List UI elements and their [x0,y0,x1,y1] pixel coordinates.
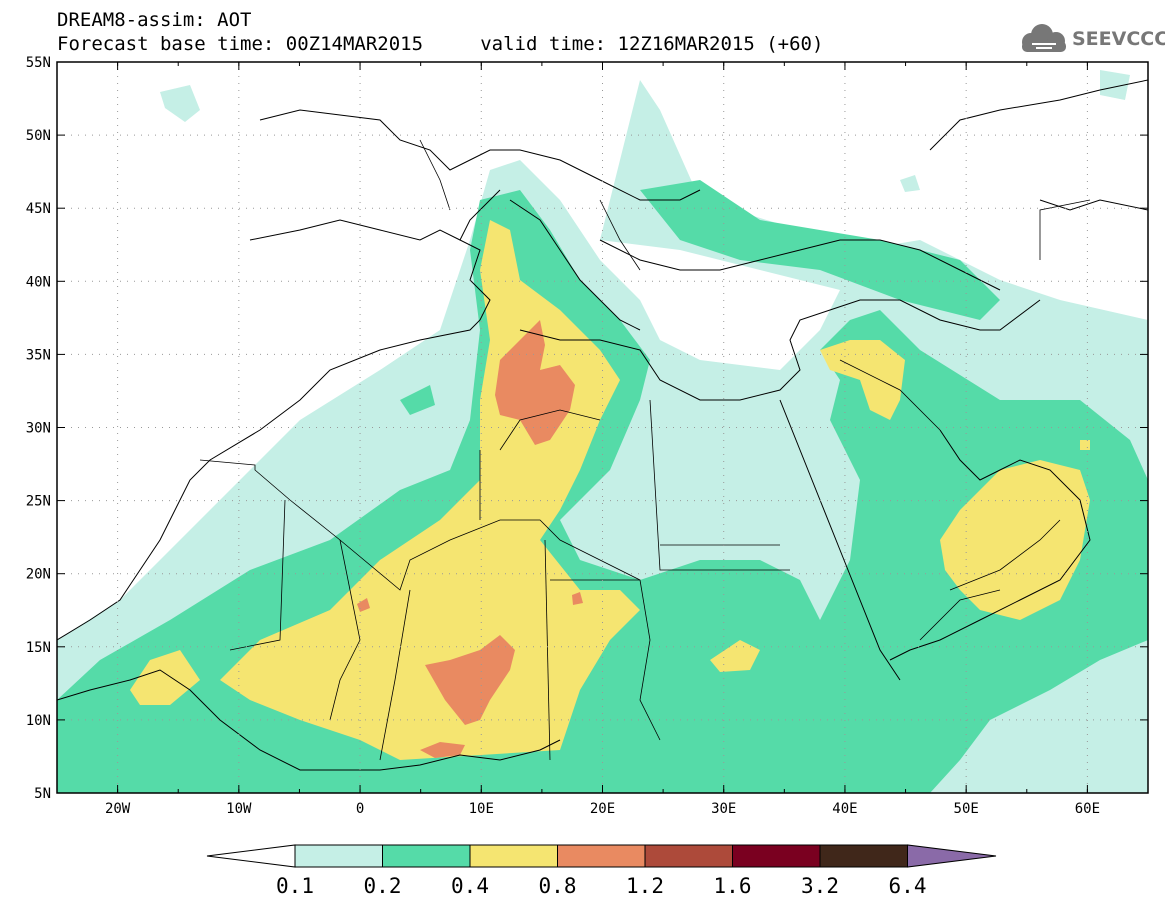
colorbar-swatch [294,844,383,868]
longitude-labels: 20W 10W 0 10E 20E 30E 40E 50E 60E [105,801,1100,817]
latitude-labels: 55N 50N 45N 40N 35N 30N 25N 20N 15N 10N 5N [26,55,51,802]
map-title: DREAM8-assim: AOT [57,9,252,31]
aot-shading [57,70,1148,793]
lon-label: 10E [469,801,494,817]
map-subtitle: Forecast base time: 00Z14MAR2015 valid t… [57,33,824,55]
colorbar-swatch [732,844,821,868]
lon-label: 20W [105,801,131,817]
lat-label: 10N [26,713,51,729]
lon-label: 50E [954,801,979,817]
lat-label: 55N [26,55,51,71]
colorbar-label: 0.2 [364,874,402,898]
colorbar-swatch [644,844,733,868]
lat-label: 40N [26,274,51,290]
colorbar-swatch [819,844,908,868]
coastlines [57,79,1148,771]
colorbar-swatch [557,844,646,868]
lat-label: 5N [34,786,51,802]
cloud-logo-icon [1022,24,1066,52]
lon-label: 30E [711,801,736,817]
colorbar-label: 3.2 [801,874,839,898]
colorbar-label: 1.2 [626,874,664,898]
colorbar-right-arrow [907,844,997,868]
lon-label: 20E [590,801,615,817]
lon-label: 60E [1075,801,1100,817]
colorbar-label: 6.4 [889,874,927,898]
lat-label: 20N [26,567,51,583]
lat-label: 45N [26,201,51,217]
lat-label: 15N [26,640,51,656]
lat-label: 50N [26,128,51,144]
lat-label: 30N [26,421,51,437]
colorbar-left-arrow [206,844,296,868]
logo-text: SEEVCCC [1072,28,1165,50]
colorbar [206,844,997,868]
lat-label: 25N [26,494,51,510]
colorbar-label: 0.4 [451,874,489,898]
colorbar-swatch [469,844,558,868]
colorbar-label: 0.1 [276,874,314,898]
colorbar-swatch [382,844,471,868]
colorbar-label: 0.8 [539,874,577,898]
graticule [57,62,1148,793]
colorbar-label: 1.6 [714,874,752,898]
lon-label: 0 [356,801,364,817]
lon-label: 40E [832,801,857,817]
country-borders [199,139,1091,761]
colorbar-labels: 0.1 0.2 0.4 0.8 1.2 1.6 3.2 6.4 [276,874,926,898]
lat-label: 35N [26,347,51,363]
axis-ticks [56,61,1149,794]
lon-label: 10W [226,801,252,817]
